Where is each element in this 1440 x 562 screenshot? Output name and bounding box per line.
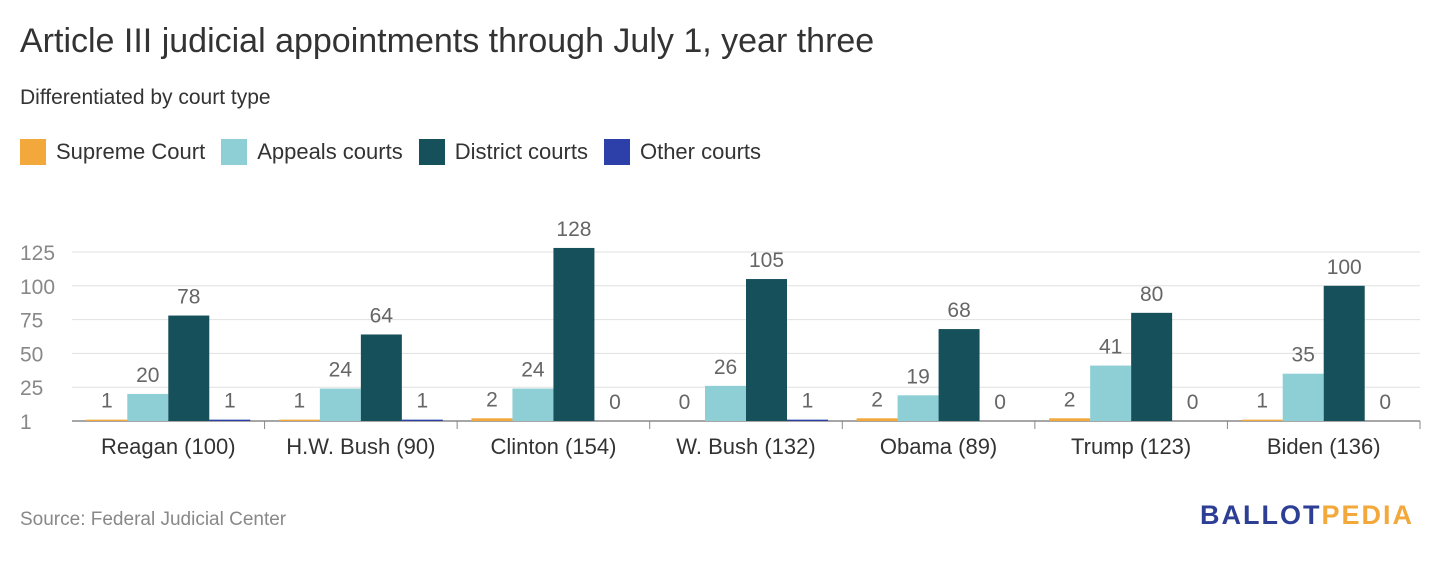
- bar-district-courts: [1323, 285, 1365, 421]
- bar-district-courts: [1131, 312, 1173, 421]
- legend-item-1: Appeals courts: [221, 139, 403, 165]
- data-label: 1: [802, 390, 814, 413]
- data-label: 105: [749, 249, 784, 272]
- data-label: 19: [906, 365, 929, 388]
- data-label: 0: [994, 391, 1006, 414]
- chart-title: Article III judicial appointments throug…: [20, 22, 875, 60]
- data-label: 24: [329, 359, 353, 382]
- bar-district-courts: [938, 329, 980, 421]
- chart-legend: Supreme Court Appeals courts District cour…: [20, 139, 777, 165]
- bar-appeals-courts: [1282, 373, 1324, 421]
- bar-supreme-court: [278, 419, 320, 421]
- bar-district-courts: [746, 279, 787, 421]
- ballotpedia-logo: BALLOTPEDIA: [1200, 500, 1414, 531]
- bar-appeals-courts: [127, 393, 169, 421]
- legend-swatch: [221, 139, 248, 165]
- data-label: 26: [714, 356, 737, 379]
- bar-other-courts: [787, 419, 828, 421]
- y-tick-label: 50: [20, 343, 43, 366]
- bar-appeals-courts: [705, 385, 746, 421]
- legend-label: Other courts: [639, 139, 762, 164]
- data-label: 80: [1140, 283, 1163, 306]
- legend-item-0: Supreme Court: [20, 139, 205, 165]
- data-label: 1: [224, 390, 236, 413]
- source-note: Source: Federal Judicial Center: [20, 509, 287, 530]
- data-label: 20: [136, 364, 159, 387]
- x-tick-label: H.W. Bush (90): [286, 434, 435, 459]
- y-tick-label: 25: [20, 377, 43, 400]
- bar-supreme-court: [86, 419, 128, 421]
- x-tick-label: W. Bush (132): [676, 434, 815, 459]
- legend-label: Appeals courts: [257, 139, 403, 164]
- data-label: 1: [101, 390, 113, 413]
- bar-appeals-courts: [1090, 365, 1132, 421]
- x-tick-label: Obama (89): [880, 434, 997, 459]
- y-tick-label: 75: [20, 310, 43, 333]
- data-label: 1: [1256, 390, 1268, 413]
- data-label: 0: [1379, 391, 1391, 414]
- bar-supreme-court: [856, 418, 898, 421]
- legend-swatch: [20, 139, 46, 165]
- bar-other-courts: [401, 419, 443, 421]
- bar-other-courts: [209, 419, 251, 421]
- legend-item-3: Other courts: [603, 139, 762, 165]
- x-tick-label: Reagan (100): [101, 434, 236, 459]
- data-label: 0: [679, 391, 691, 414]
- data-label: 35: [1292, 344, 1315, 367]
- data-label: 2: [486, 388, 498, 411]
- logo-part2: PEDIA: [1321, 500, 1414, 530]
- y-tick-label: 100: [20, 276, 55, 299]
- y-tick-label: 1: [20, 411, 32, 434]
- legend-label: Supreme Court: [56, 139, 206, 164]
- data-label: 2: [871, 388, 883, 411]
- data-label: 68: [947, 299, 970, 322]
- x-tick-label: Biden (136): [1267, 434, 1381, 459]
- x-tick-label: Trump (123): [1071, 434, 1191, 459]
- data-label: 100: [1327, 256, 1362, 279]
- data-label: 0: [1187, 391, 1199, 414]
- logo-part1: BALLOT: [1199, 500, 1322, 530]
- legend-item-2: District courts: [418, 139, 588, 165]
- data-label: 24: [521, 359, 545, 382]
- bar-appeals-courts: [897, 395, 939, 421]
- data-label: 1: [417, 390, 429, 413]
- data-label: 64: [370, 304, 394, 327]
- data-label: 128: [556, 218, 591, 241]
- legend-swatch: [603, 139, 630, 165]
- bar-supreme-court: [1241, 419, 1283, 421]
- bar-appeals-courts: [512, 388, 554, 421]
- bar-district-courts: [168, 315, 210, 421]
- legend-label: District courts: [454, 139, 588, 164]
- data-label: 2: [1064, 388, 1076, 411]
- bar-appeals-courts: [319, 388, 361, 421]
- legend-swatch: [418, 139, 445, 165]
- bar-district-courts: [553, 247, 595, 421]
- x-tick-label: Clinton (154): [490, 434, 616, 459]
- data-label: 78: [177, 286, 200, 309]
- data-label: 41: [1099, 336, 1122, 359]
- y-tick-label: 125: [20, 242, 55, 265]
- chart-subtitle: Differentiated by court type: [20, 86, 271, 109]
- bar-district-courts: [360, 334, 402, 421]
- data-label: 0: [609, 391, 621, 414]
- bar-supreme-court: [1049, 418, 1091, 421]
- bar-supreme-court: [471, 418, 513, 421]
- data-label: 1: [294, 390, 306, 413]
